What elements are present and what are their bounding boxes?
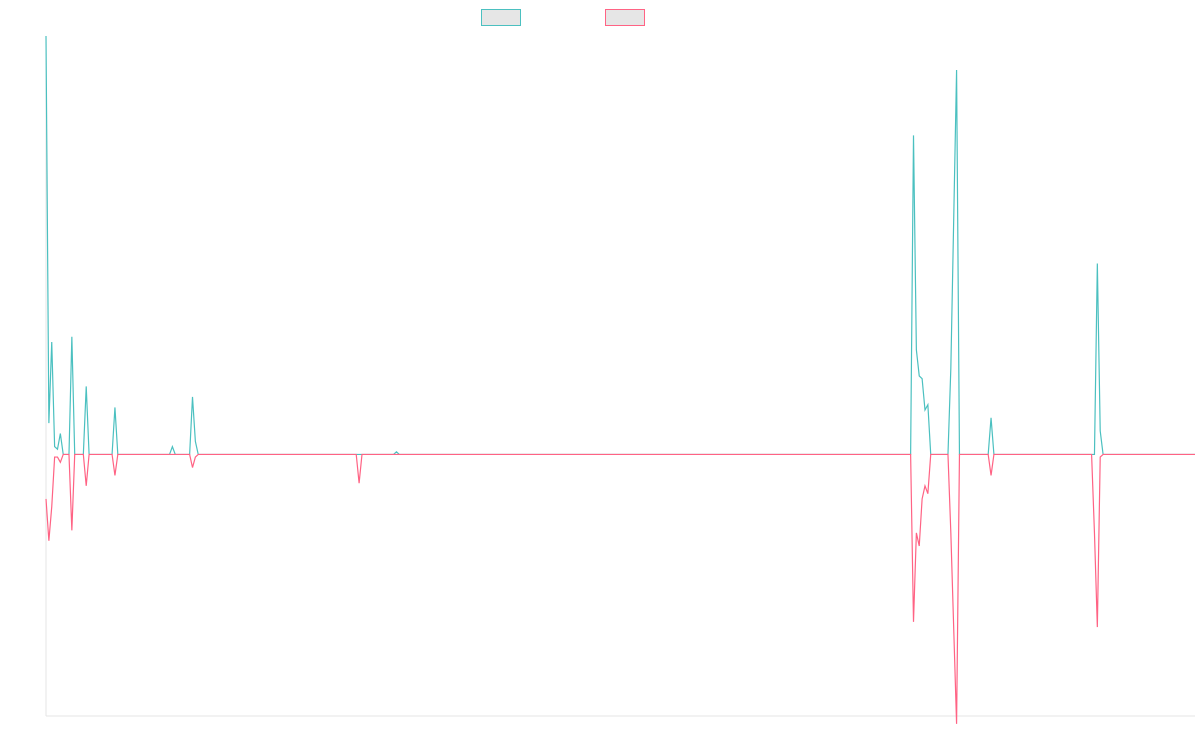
chart-legend: [481, 9, 645, 26]
legend-swatch-series-2: [605, 9, 645, 26]
chart-axes: [45, 36, 1195, 717]
plot-area: [45, 35, 1195, 724]
series-line-1: [45, 35, 1195, 456]
series-line-2: [45, 453, 1195, 724]
legend-swatch-series-1: [481, 9, 521, 26]
